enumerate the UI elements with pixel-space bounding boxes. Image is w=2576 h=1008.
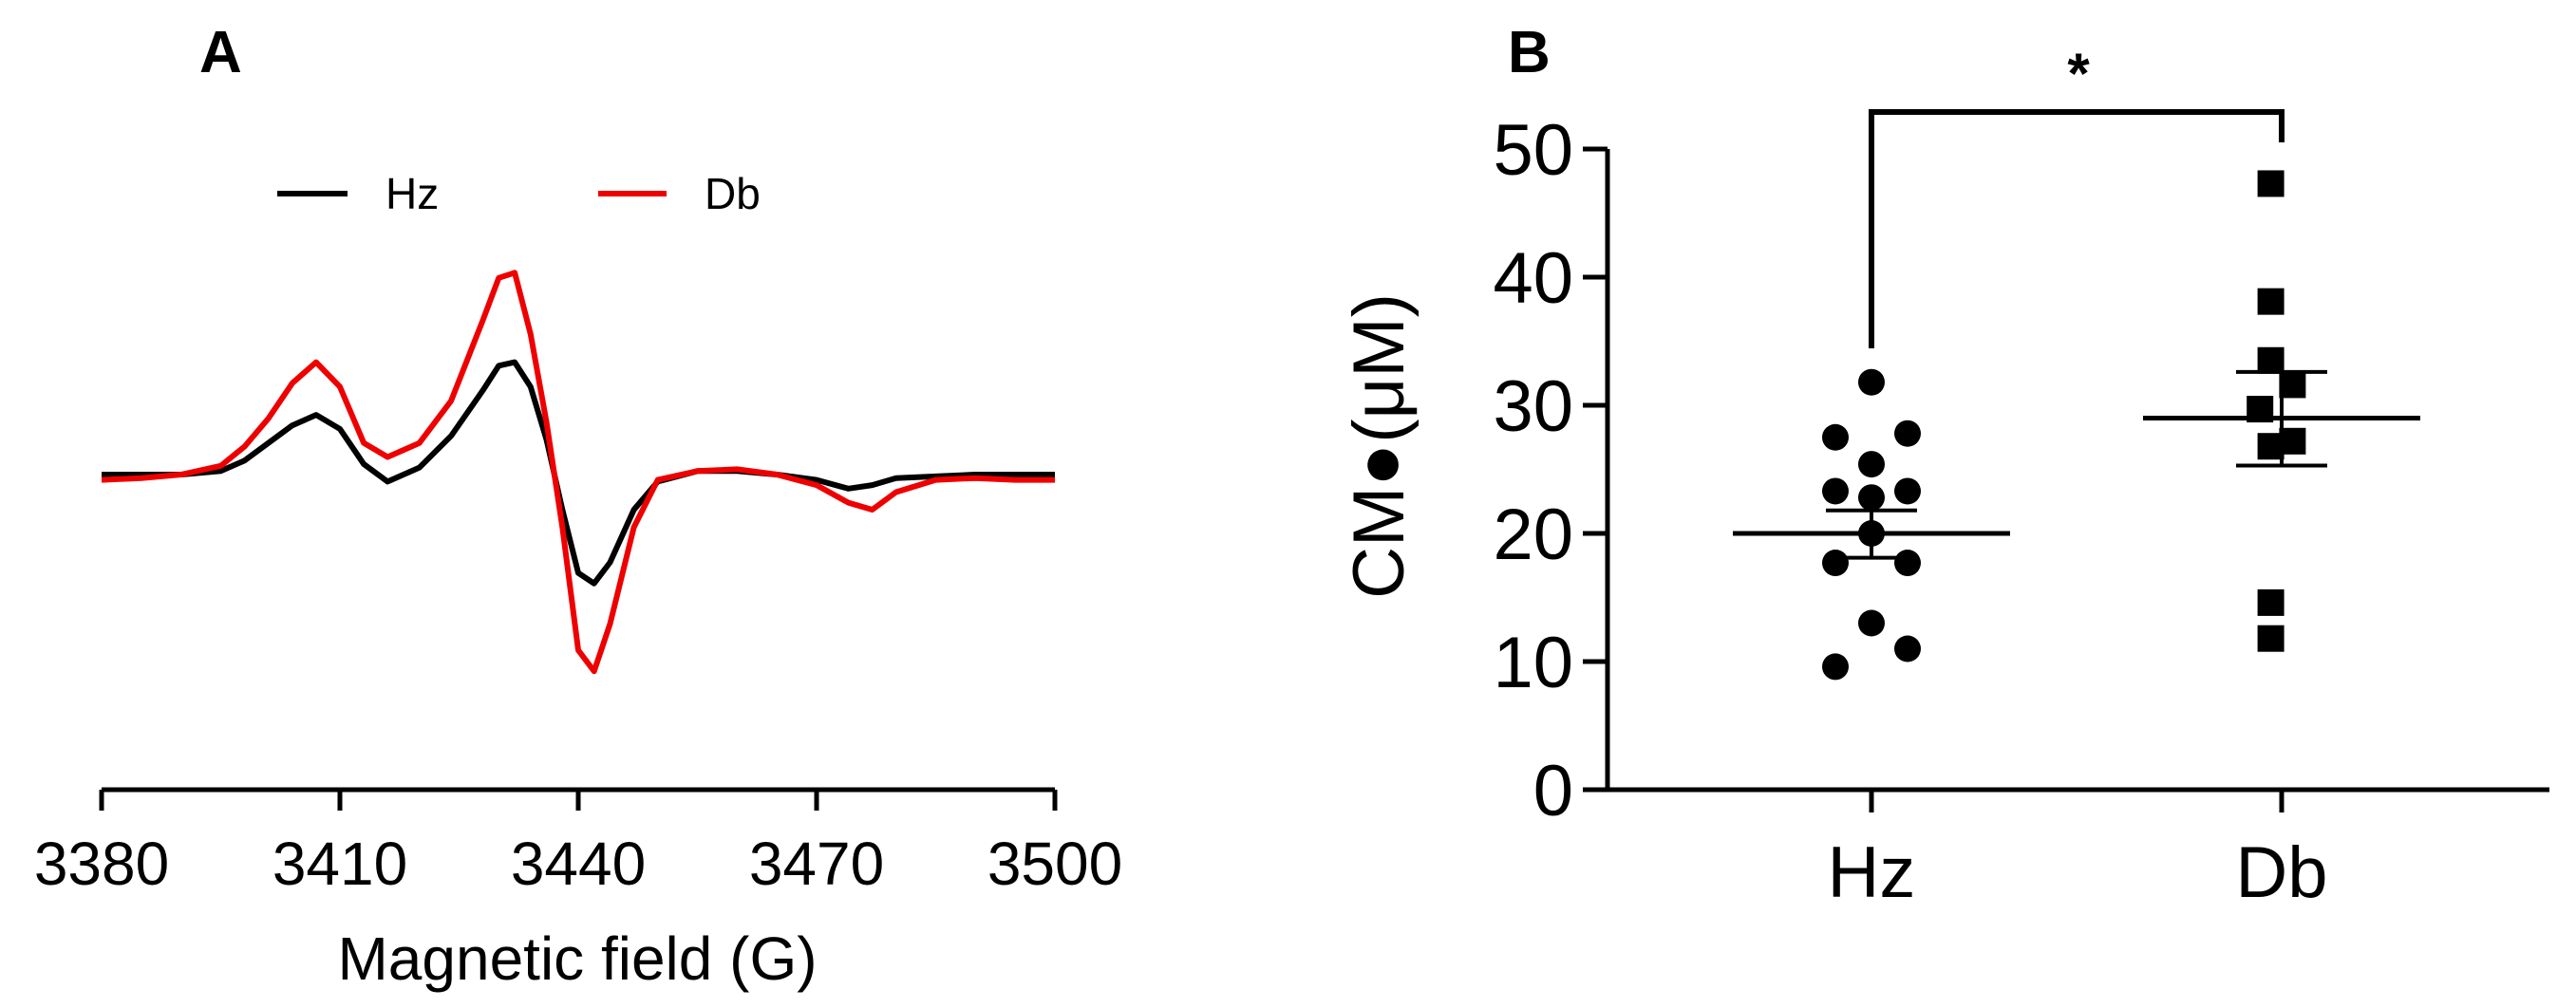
- category-label-db: Db: [2235, 832, 2327, 913]
- panel-a-letter: A: [199, 20, 242, 85]
- x-tick-label-3410: 3410: [273, 830, 407, 898]
- x-tick-label-3380: 3380: [34, 830, 169, 898]
- x-tick-label-3470: 3470: [749, 830, 884, 898]
- y-tick-label-40: 40: [1493, 238, 1573, 319]
- panel-a-chart: A Hz Db 3380 3410 3440 3470 3500 Magnetic fi…: [34, 20, 1122, 993]
- panel-b-mean-sem-group: [1733, 369, 2420, 560]
- panel-a-legend: Hz Db: [277, 169, 761, 218]
- y-tick-label-50: 50: [1493, 110, 1573, 191]
- data-point-hz: [1822, 477, 1849, 505]
- data-point-db: [2257, 346, 2285, 374]
- panel-b-points-group: [1822, 170, 2306, 681]
- data-point-hz: [1894, 635, 1921, 663]
- x-tick-label-3500: 3500: [987, 830, 1122, 898]
- legend-label-hz: Hz: [385, 169, 439, 218]
- series-line-db: [101, 270, 1055, 675]
- panel-b-y-axis-title: CM●(μM): [1339, 293, 1420, 599]
- significance-star: *: [2067, 42, 2090, 105]
- data-point-db: [2257, 433, 2285, 460]
- data-point-hz: [1858, 484, 1885, 512]
- series-line-hz: [102, 359, 1055, 587]
- data-point-hz: [1822, 423, 1849, 451]
- panel-b-chart: B CM●(μM) 0 10 20 30 40 50 Hz Db *: [1339, 20, 2549, 913]
- legend-label-db: Db: [705, 169, 761, 218]
- data-point-hz: [1822, 550, 1849, 577]
- data-point-hz: [1858, 609, 1885, 637]
- data-point-db: [2279, 371, 2306, 399]
- panel-a-x-axis-title: Magnetic field (G): [337, 924, 817, 993]
- panel-a-series-group: [101, 270, 1055, 675]
- category-label-hz: Hz: [1828, 832, 1916, 913]
- data-point-hz: [1894, 550, 1921, 577]
- data-point-hz: [1894, 477, 1921, 505]
- panel-b-y-axis: 0 10 20 30 40 50: [1493, 110, 1610, 831]
- data-point-db: [2257, 170, 2285, 197]
- data-point-db: [2257, 625, 2285, 652]
- data-point-hz: [1894, 420, 1921, 447]
- panel-a-x-axis: 3380 3410 3440 3470 3500: [34, 787, 1122, 898]
- data-point-db: [2257, 588, 2285, 616]
- significance-bracket: *: [1869, 42, 2285, 348]
- data-point-hz: [1822, 653, 1849, 681]
- data-point-hz: [1858, 451, 1885, 478]
- x-tick-label-3440: 3440: [511, 830, 646, 898]
- y-tick-label-10: 10: [1493, 623, 1573, 703]
- y-tick-label-20: 20: [1493, 495, 1573, 575]
- panel-b-x-axis: Hz Db: [1608, 787, 2549, 913]
- panel-b-letter: B: [1508, 20, 1551, 85]
- significance-bracket-line: [1869, 109, 2285, 348]
- y-tick-label-30: 30: [1493, 366, 1573, 447]
- y-tick-label-0: 0: [1533, 751, 1573, 831]
- data-point-hz: [1858, 368, 1885, 396]
- data-point-db: [2257, 288, 2285, 315]
